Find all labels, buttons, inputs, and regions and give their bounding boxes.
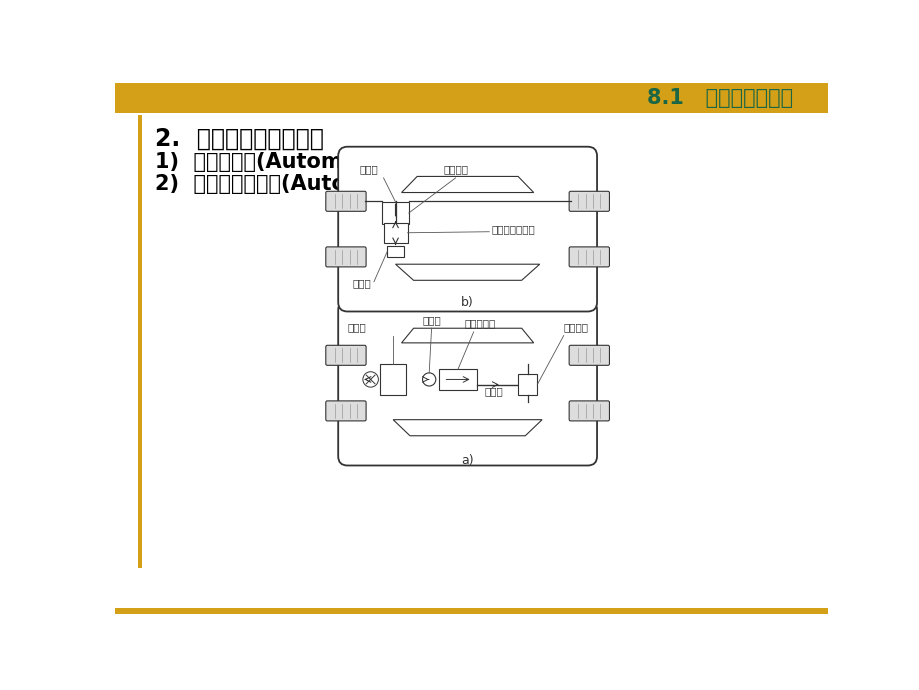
Bar	[115, 608, 827, 614]
Text: b): b)	[460, 296, 473, 308]
Text: 主减速器: 主减速器	[443, 164, 468, 174]
Circle shape	[362, 372, 378, 387]
Bar	[138, 115, 142, 568]
FancyBboxPatch shape	[338, 301, 596, 466]
FancyBboxPatch shape	[325, 401, 366, 421]
Bar	[383, 222, 407, 243]
Text: 变矩器: 变矩器	[422, 315, 440, 325]
Polygon shape	[401, 177, 533, 193]
Text: 2.  按车辆的驱动方式分: 2. 按车辆的驱动方式分	[155, 127, 323, 151]
Text: 传动轴: 传动轴	[484, 386, 503, 396]
Circle shape	[422, 373, 436, 386]
Text: 自动变速驱动桥: 自动变速驱动桥	[491, 224, 535, 234]
Text: 1)  自动变速器(Automatic Transmission): 1) 自动变速器(Automatic Transmission)	[155, 152, 557, 172]
Bar	[382, 202, 408, 224]
Text: 主减速器: 主减速器	[562, 322, 587, 333]
Bar	[438, 369, 477, 390]
FancyBboxPatch shape	[325, 247, 366, 267]
FancyBboxPatch shape	[569, 401, 608, 421]
FancyBboxPatch shape	[338, 147, 596, 311]
Text: 变矩器: 变矩器	[352, 278, 371, 288]
Text: 发动机: 发动机	[359, 164, 378, 174]
FancyBboxPatch shape	[569, 191, 608, 211]
Text: a): a)	[460, 453, 473, 466]
Text: 2)  自动变速驱动桥(Automatic Transaxle): 2) 自动变速驱动桥(Automatic Transaxle)	[155, 175, 540, 195]
Text: 自动变速器: 自动变速器	[463, 318, 494, 328]
FancyBboxPatch shape	[569, 247, 608, 267]
FancyBboxPatch shape	[325, 191, 366, 211]
Bar	[387, 246, 403, 257]
Bar	[115, 83, 827, 113]
Polygon shape	[392, 420, 541, 436]
FancyBboxPatch shape	[569, 345, 608, 365]
FancyBboxPatch shape	[325, 345, 366, 365]
Bar	[517, 374, 537, 395]
Bar	[380, 364, 406, 395]
Polygon shape	[401, 328, 533, 343]
Text: 8.1   自动变速器概述: 8.1 自动变速器概述	[646, 88, 792, 108]
Text: 发动机: 发动机	[347, 322, 366, 333]
Polygon shape	[395, 264, 539, 280]
